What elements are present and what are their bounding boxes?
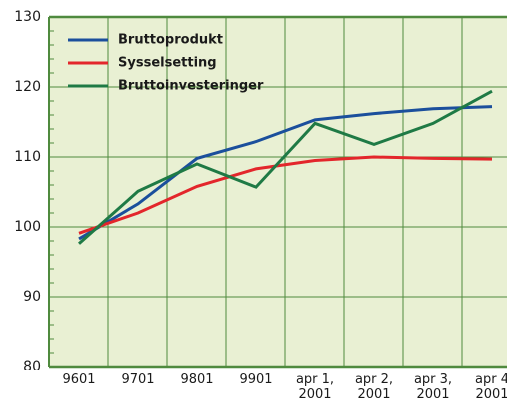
- legend-label: Bruttoinvesteringer: [118, 79, 264, 94]
- x-tick-label: 9801: [180, 372, 214, 387]
- y-tick-label: 110: [14, 149, 41, 165]
- y-tick-label: 90: [23, 289, 41, 305]
- y-tick-label: 130: [14, 9, 41, 25]
- y-tick-label: 80: [23, 359, 41, 370]
- line-series: [78, 155, 493, 235]
- legend-label: Bruttoprodukt: [118, 33, 223, 48]
- x-tick-label: 9601: [62, 372, 96, 387]
- x-tick-label: 9901: [239, 372, 273, 387]
- x-tick-label: apr 3, 2001: [413, 372, 453, 402]
- x-tick-label: apr 4 2001: [475, 372, 507, 402]
- line-series: [78, 105, 493, 241]
- line-series: [78, 89, 493, 245]
- x-tick-label: apr 2, 2001: [354, 372, 394, 402]
- y-tick-label: 120: [14, 79, 41, 95]
- plot-area: [49, 17, 507, 367]
- chart: 80 90 100 110 120 130 Bruttoprodukt Sysselsetti…: [14, 9, 507, 375]
- y-tick-label: 100: [14, 219, 41, 235]
- legend-label: Sysselsetting: [118, 56, 217, 71]
- x-tick-label: 9701: [121, 372, 155, 387]
- x-tick-label: apr 1, 2001: [295, 372, 335, 402]
